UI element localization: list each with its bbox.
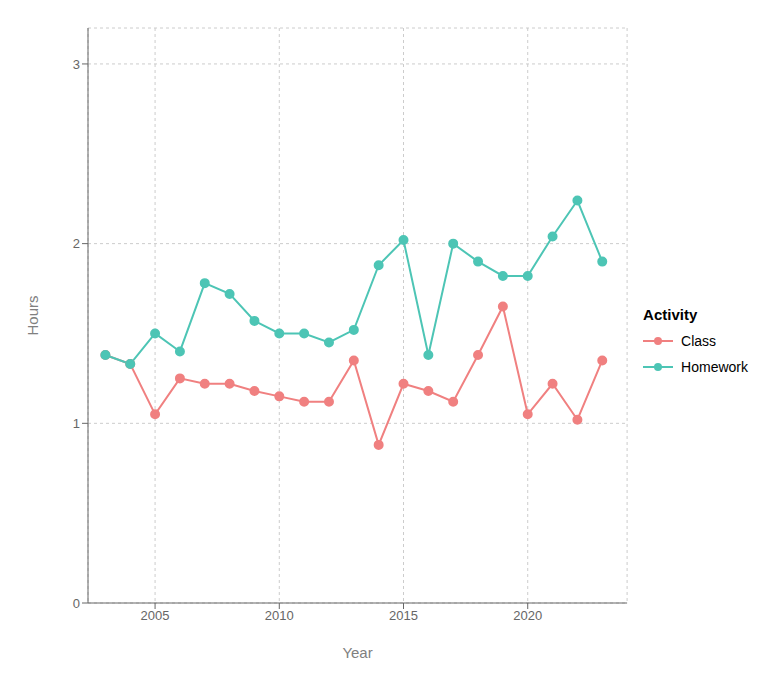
svg-text:2015: 2015	[389, 608, 418, 623]
svg-text:2010: 2010	[265, 608, 294, 623]
svg-text:0: 0	[73, 596, 80, 611]
svg-text:2005: 2005	[141, 608, 170, 623]
svg-text:Hours: Hours	[24, 295, 41, 335]
html-text:Class: Class	[681, 333, 717, 349]
svg-text:1: 1	[73, 416, 80, 431]
html-text:Homework: Homework	[681, 359, 748, 375]
svg-text:Year: Year	[342, 644, 372, 661]
svg-text:2020: 2020	[513, 608, 542, 623]
svg-text:2: 2	[73, 236, 80, 251]
svg-text:3: 3	[73, 57, 80, 72]
html-text:Activity: Activity	[643, 306, 698, 323]
